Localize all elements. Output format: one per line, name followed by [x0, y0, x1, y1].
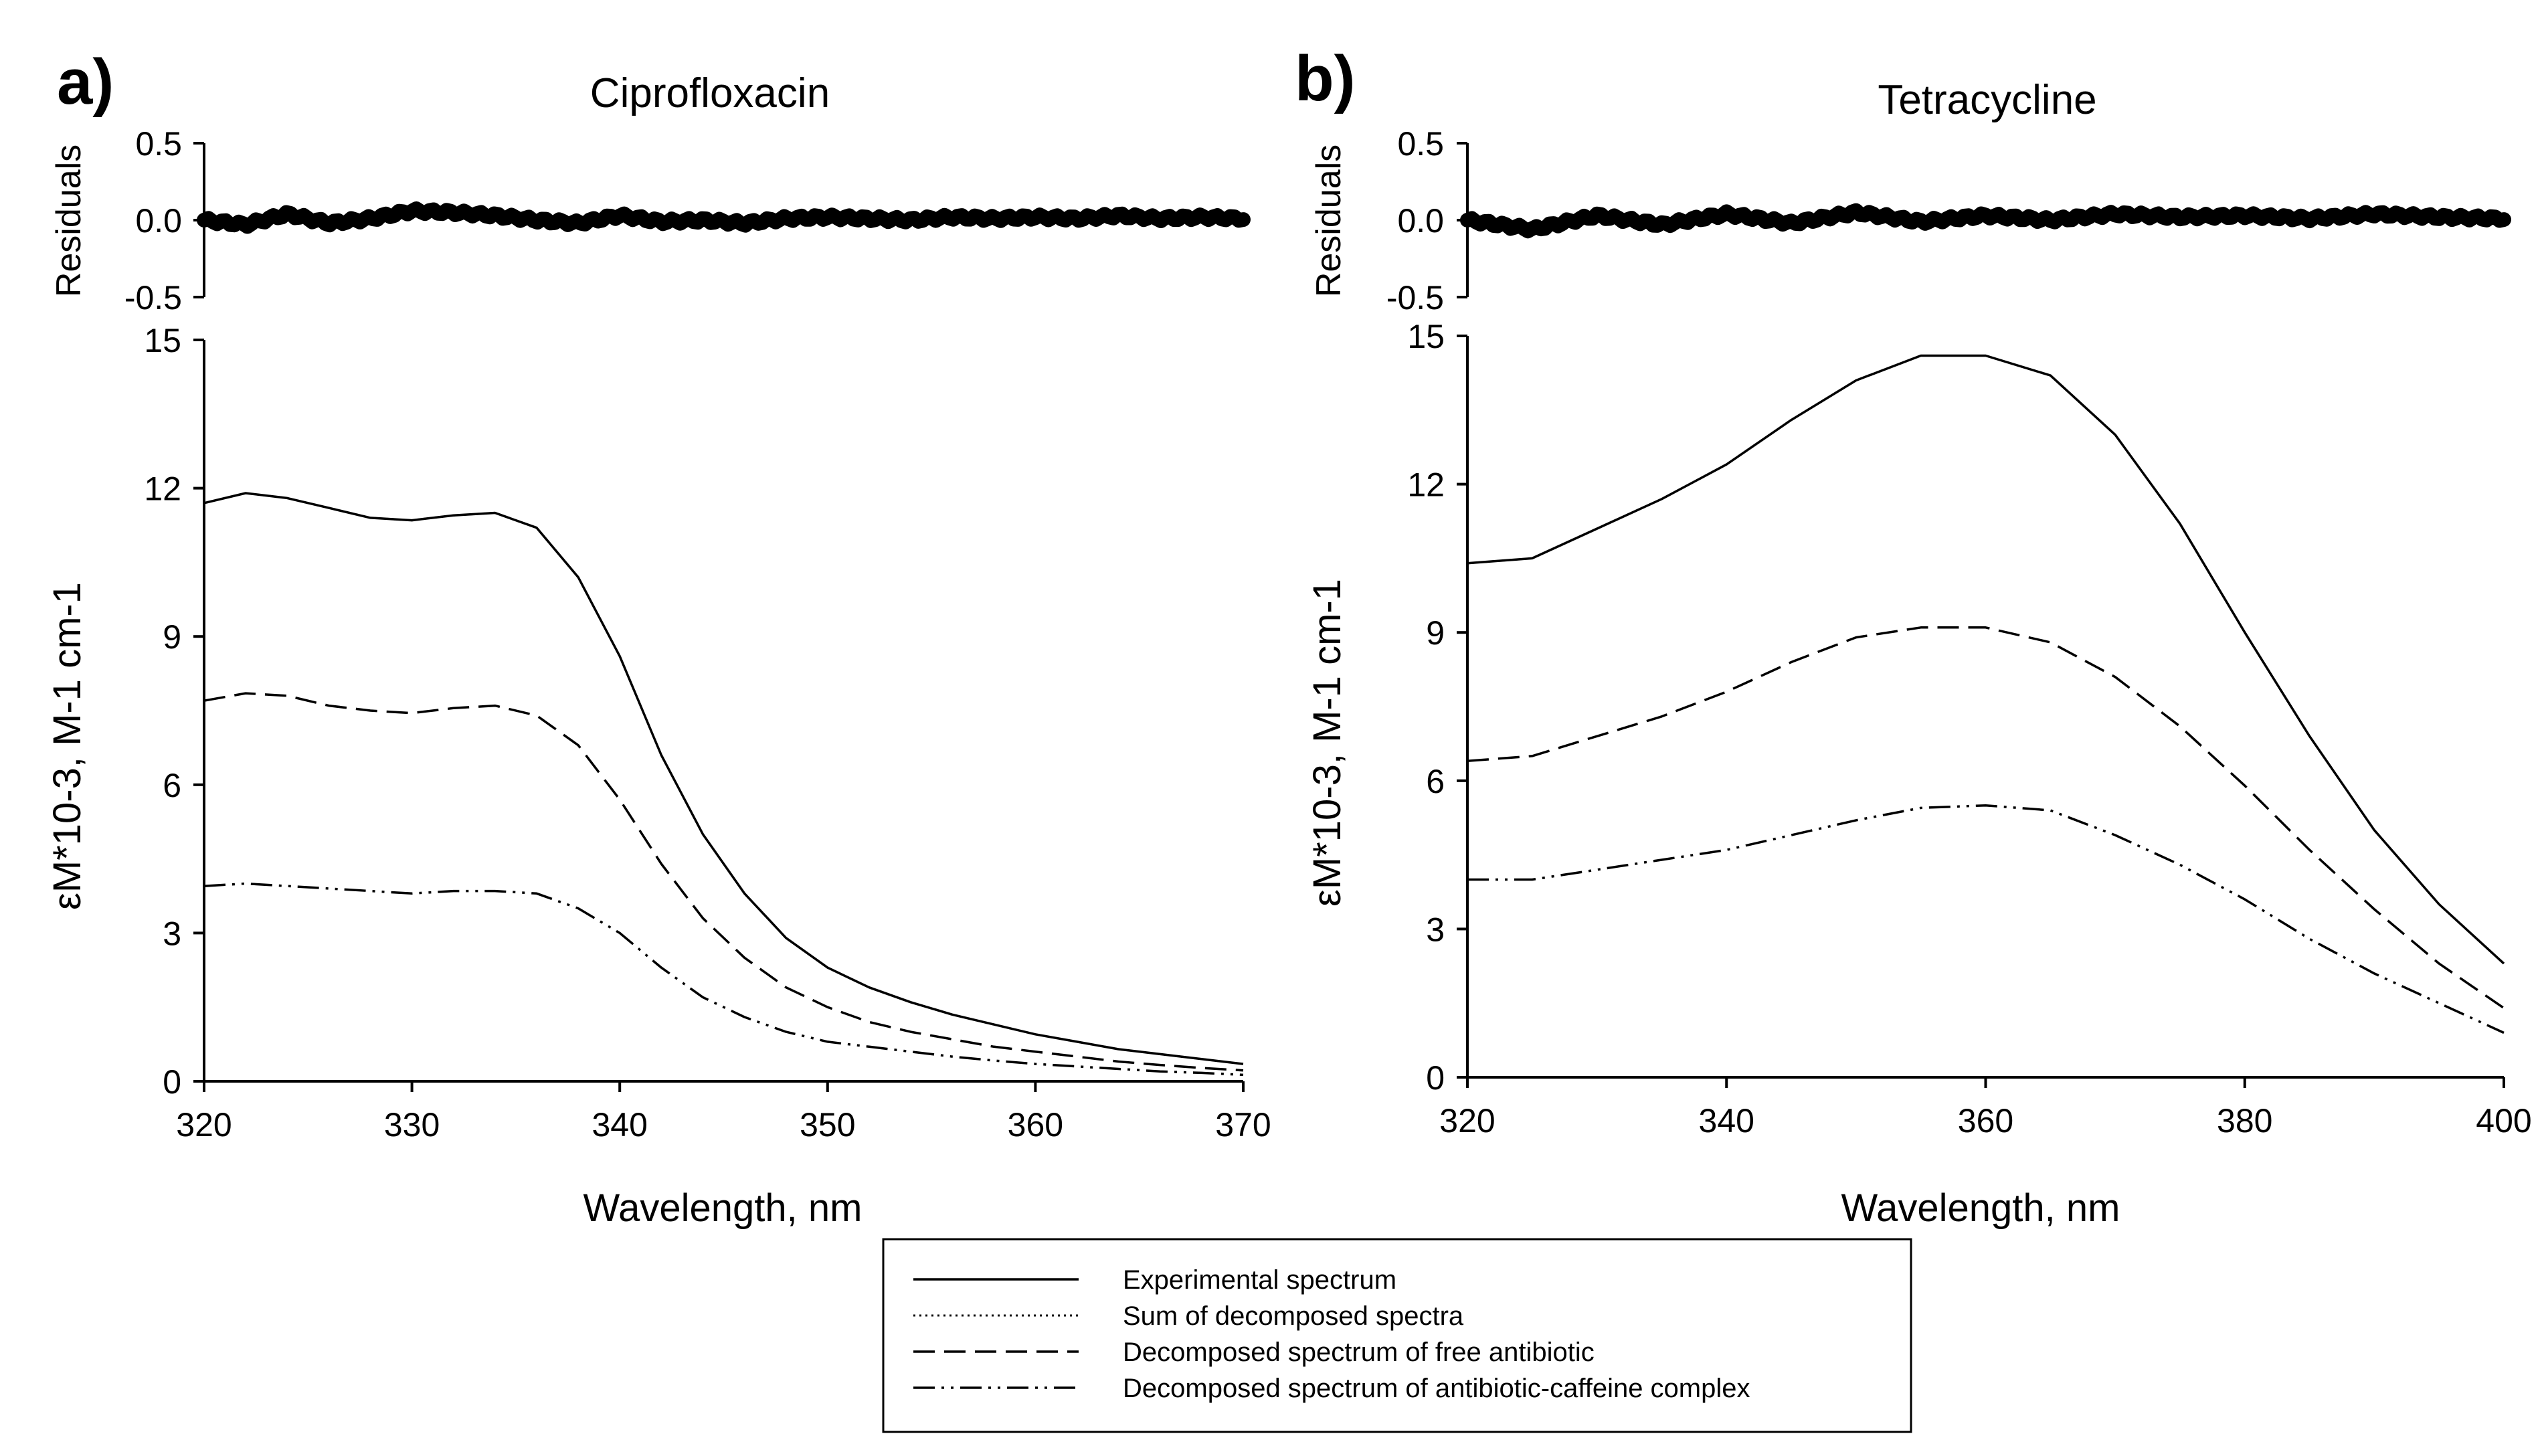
residuals-tick-label: 0.0 [1397, 202, 1444, 240]
svg-text:εM*10-3, M-1 cm-1: εM*10-3, M-1 cm-1 [46, 582, 89, 910]
y-tick-label: 3 [163, 915, 181, 952]
series-group [203, 492, 1244, 1077]
x-tick-label: 370 [1215, 1106, 1271, 1144]
residuals-axis-title: Residuals [50, 145, 88, 297]
series-line-solid [203, 492, 1244, 1065]
series-line-dashdotdot [203, 882, 1244, 1077]
residuals-tick-label: -0.5 [124, 279, 182, 316]
x-tick-label: 380 [2217, 1102, 2272, 1140]
panel-title: Tetracycline [1878, 77, 2096, 123]
panel-tetracycline: b) Tetracycline Residuals 0.5 0.0 -0.5 ε… [1295, 43, 2532, 1230]
legend-label: Decomposed spectrum of free antibiotic [1123, 1338, 1595, 1367]
series-line-dashed [203, 692, 1244, 1072]
residuals-axis-title: Residuals [1309, 145, 1348, 297]
x-axis-title: Wavelength, nm [1841, 1186, 2120, 1230]
y-tick-label: 9 [163, 618, 181, 656]
series-line-dotted [1467, 355, 2505, 965]
x-tick-label: 320 [176, 1106, 232, 1144]
residuals-tick-label: 0.0 [135, 202, 182, 240]
y-axis-title: εM*10-3, M-1 cm-1 [46, 582, 89, 910]
y-tick-label: 9 [1426, 614, 1445, 652]
y-ticks: 0 3 6 9 12 15 [1407, 318, 1467, 1097]
y-tick-label: 3 [1426, 911, 1445, 948]
y-tick-label: 15 [144, 322, 181, 359]
y-tick-label: 12 [1407, 466, 1445, 504]
y-tick-label: 12 [144, 470, 181, 508]
x-ticks: 320 340 360 380 400 [1439, 1077, 2532, 1140]
residuals-series [1460, 203, 2511, 239]
x-tick-label: 350 [800, 1106, 855, 1144]
y-tick-label: 15 [1407, 318, 1445, 355]
residuals-tick-label: 0.5 [1397, 125, 1444, 163]
x-tick-label: 360 [1958, 1102, 2013, 1140]
y-axis-title: εM*10-3, M-1 cm-1 [1305, 579, 1349, 907]
x-tick-label: 340 [1699, 1102, 1754, 1140]
residuals-tick-label: 0.5 [135, 125, 182, 163]
svg-text:εM*10-3, M-1 cm-1: εM*10-3, M-1 cm-1 [1305, 579, 1349, 907]
panel-letter: b) [1295, 43, 1356, 114]
x-tick-label: 400 [2476, 1102, 2531, 1140]
legend: Experimental spectrum Sum of decomposed s… [882, 1238, 1912, 1433]
legend-label: Experimental spectrum [1123, 1265, 1396, 1295]
x-axis-title: Wavelength, nm [583, 1186, 863, 1230]
panel-title: Ciprofloxacin [590, 70, 830, 116]
y-tick-label: 6 [1426, 763, 1445, 800]
x-tick-label: 320 [1439, 1102, 1495, 1140]
panel-ciprofloxacin: a) Ciprofloxacin Residuals 0.5 0.0 -0.5 … [46, 46, 1271, 1230]
x-tick-label: 330 [384, 1106, 440, 1144]
residuals-line [1460, 203, 2511, 239]
y-tick-label: 0 [1426, 1059, 1445, 1097]
panel-letter: a) [57, 46, 114, 118]
residuals-series [197, 201, 1251, 234]
y-ticks: 0 3 6 9 12 15 [144, 322, 204, 1101]
legend-label: Sum of decomposed spectra [1123, 1301, 1464, 1331]
legend-box [882, 1238, 1912, 1433]
series-line-dashed [1467, 626, 2505, 1010]
x-tick-label: 340 [592, 1106, 647, 1144]
legend-label: Decomposed spectrum of antibiotic-caffei… [1123, 1374, 1750, 1403]
series-group [1467, 354, 2505, 1034]
residuals-line [197, 201, 1251, 234]
residuals-tick-label: -0.5 [1386, 279, 1444, 316]
x-tick-label: 360 [1008, 1106, 1063, 1144]
y-tick-label: 0 [163, 1063, 181, 1101]
x-ticks: 320 330 340 350 360 370 [176, 1081, 1271, 1144]
y-tick-label: 6 [163, 767, 181, 804]
series-line-dashdotdot [1467, 804, 2505, 1034]
